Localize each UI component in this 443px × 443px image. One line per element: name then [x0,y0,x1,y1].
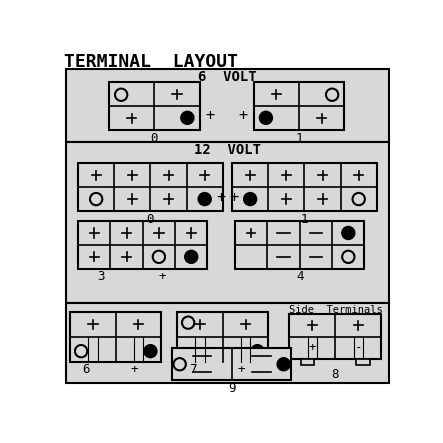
Bar [66,142,389,303]
Text: 1: 1 [295,132,303,145]
Circle shape [342,227,354,239]
Text: +: + [159,270,166,284]
Bar [177,312,268,362]
Text: TERMINAL  LAYOUT: TERMINAL LAYOUT [64,53,238,71]
Text: 1: 1 [301,213,308,225]
Bar [70,312,161,362]
Circle shape [181,112,194,124]
Circle shape [198,193,211,205]
Bar [232,163,377,211]
Circle shape [277,358,290,370]
Circle shape [144,345,156,358]
Bar [356,359,370,365]
Text: 3: 3 [97,270,105,284]
Bar [66,303,389,383]
Circle shape [244,193,256,205]
Text: 9: 9 [228,382,235,395]
Bar [66,69,389,142]
Text: 8: 8 [331,368,339,381]
Bar [235,221,365,269]
Bar [253,82,345,130]
Text: -: - [354,341,362,354]
Text: 12  VOLT: 12 VOLT [194,143,261,157]
Bar [109,82,200,130]
Bar [300,359,315,365]
Text: +: + [206,108,215,123]
Text: 0: 0 [151,132,158,145]
Text: +: + [308,341,316,354]
Text: +: + [238,108,248,123]
Bar [78,163,223,211]
Text: +: + [229,190,238,205]
Bar [78,221,207,269]
Text: 6: 6 [82,363,89,377]
Text: +: + [130,363,138,377]
Text: 6  VOLT: 6 VOLT [198,70,257,84]
Text: +: + [217,190,226,205]
Circle shape [251,345,264,358]
Text: 7: 7 [189,363,197,377]
Bar [172,348,291,381]
Text: 0: 0 [147,213,154,225]
Text: +: + [237,363,245,377]
Circle shape [185,251,198,263]
Circle shape [260,112,272,124]
Bar [289,314,381,359]
Text: 4: 4 [296,270,303,284]
Text: Side  Terminals: Side Terminals [289,305,383,315]
